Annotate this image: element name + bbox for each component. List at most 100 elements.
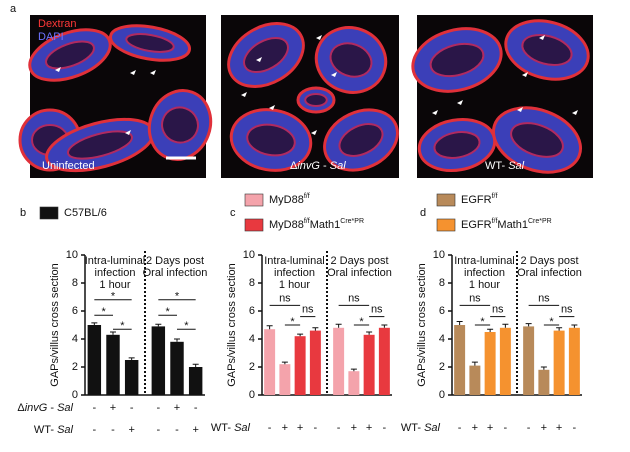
annotation: 1 hour [99,279,131,291]
y-tick-label: 10 [433,249,445,261]
villus-core [125,33,175,53]
y-tick-label: 8 [439,277,445,289]
villus-core [45,40,95,70]
villus-core [429,42,485,78]
arrowhead [130,70,136,75]
annotation: 2 Days post [146,255,204,267]
row-sign: - [92,424,96,436]
annotation: Intra-luminal [85,255,146,267]
error-bar [281,361,288,365]
row-sign: - [111,424,115,436]
villus-core [66,130,134,160]
error-bar [312,327,319,331]
row-sign: + [282,422,288,434]
y-tick-label: 10 [66,249,78,261]
y-axis-label: GAPs/villus cross section [416,263,428,386]
row-sign: + [366,422,372,434]
legend-label: EGFRf/fMath1Cre*PR [461,218,552,231]
error-bar [110,331,116,335]
error-bar [192,363,199,367]
text-part: Δ [290,160,298,172]
error-bar [525,323,532,327]
annotation: Oral infection [327,267,392,279]
row-label: ΔinvG - Sal [17,402,73,414]
text-part: Sal [234,422,250,434]
row-sign: + [128,424,134,436]
legend-label: MyD88f/f [269,193,310,206]
y-tick-label: 8 [249,277,255,289]
row-sign: - [527,422,531,434]
row-sign: - [458,422,462,434]
arrowhead [517,107,523,112]
bar [523,326,535,395]
y-axis-label: GAPs/villus cross section [49,263,61,386]
text-part: EGFR [461,194,492,206]
bar [170,341,184,395]
annotation: infection [95,267,136,279]
villus-core [521,33,573,67]
significance-label: * [184,320,189,332]
arrowhead [269,105,275,110]
error-bar [335,323,342,328]
bar [469,365,481,395]
row-sign: - [504,422,508,434]
y-tick-label: 2 [439,361,445,373]
text-part: MyD88 [269,219,304,231]
arrowhead [55,67,61,72]
villus-core [338,123,384,157]
significance-label: * [166,306,171,318]
legend-swatch [244,218,264,232]
error-bar [366,331,373,335]
error-bar [456,321,463,325]
text-part: MyD88 [269,194,304,206]
legend-label: C57BL/6 [64,207,107,219]
text-part: EGFR [461,219,492,231]
y-tick-label: 4 [439,333,445,345]
micrograph [221,15,399,178]
annotation: 1 hour [279,279,311,291]
significance-label: ns [469,292,481,304]
text-part: Cre*PR [340,218,364,225]
bar [484,332,496,395]
text-part: WT- [485,160,508,172]
bar [294,336,306,395]
significance-label: * [175,291,180,303]
arrowhead [572,110,578,115]
legend-swatch [436,193,456,207]
row-sign: + [192,424,198,436]
significance-label: ns [348,292,360,304]
villus-core [243,36,289,74]
arrowhead [125,130,131,135]
significance-label: * [102,306,107,318]
text-part: C57BL/6 [64,207,107,219]
text-part: Uninfected [42,160,95,172]
error-bar [556,327,563,331]
error-bar [571,324,578,328]
text-part: Sal [57,424,73,436]
row-sign: - [314,422,318,434]
text-part: f/f [492,193,498,200]
significance-label: ns [371,304,383,316]
arrowhead [457,100,463,105]
text-part: WT- [34,424,57,436]
text-part: invG [25,402,48,414]
text-part: Math1 [497,219,528,231]
error-bar [174,338,180,342]
panel-label: d [420,207,426,219]
row-sign: - [175,424,179,436]
annotation: Oral infection [517,267,582,279]
bar [363,334,375,395]
text-part: Sal [330,160,346,172]
row-sign: + [297,422,303,434]
villus-core [329,42,373,78]
y-tick-label: 6 [72,305,78,317]
bar [188,367,203,395]
annotation: Oral infection [143,267,208,279]
bar [348,371,360,395]
text-part: Cre*PR [528,218,552,225]
y-tick-label: 2 [72,361,78,373]
text-part: f/f [304,218,310,225]
row-sign: - [156,424,160,436]
text-part: invG [297,160,320,172]
arrowhead [311,130,317,135]
